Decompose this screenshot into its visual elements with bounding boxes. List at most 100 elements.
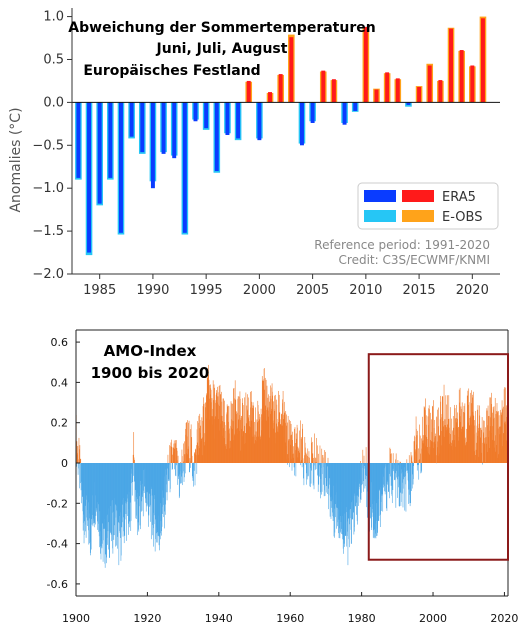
amo-bar	[180, 463, 181, 484]
amo-bar	[418, 448, 419, 463]
amo-bar	[175, 440, 176, 463]
amo-bar	[297, 427, 298, 463]
amo-bar	[138, 463, 140, 532]
amo-bar	[247, 394, 248, 463]
amo-bar	[505, 407, 507, 463]
amo-bar	[441, 417, 442, 463]
amo-bar	[498, 411, 499, 463]
amo-bar	[196, 445, 197, 463]
x-tick-label: 2000	[419, 612, 447, 625]
era5-bar-2010	[363, 26, 368, 103]
amo-bar	[305, 452, 307, 463]
amo-bar	[395, 463, 397, 508]
amo-bar	[169, 463, 170, 465]
amo-bar	[78, 463, 79, 469]
amo-bar	[316, 437, 317, 463]
amo-bar	[305, 463, 307, 485]
amo-bar	[494, 397, 496, 463]
era5-bar-2016	[427, 65, 432, 103]
amo-bar	[143, 463, 144, 491]
amo-bar	[486, 408, 488, 463]
legend: ERA5 E-OBS	[357, 182, 499, 230]
amo-bar	[359, 463, 361, 503]
amo-bar	[183, 461, 185, 463]
amo-bar	[77, 445, 79, 463]
y-tick-label: 0.0	[43, 95, 64, 110]
amo-bar	[191, 437, 193, 463]
amo-bar	[163, 463, 165, 518]
amo-bar	[408, 463, 410, 490]
amo-bar	[437, 441, 439, 463]
amo-bar	[471, 390, 473, 463]
amo-bar	[445, 395, 447, 463]
amo-bar	[318, 453, 319, 463]
amo-bar	[432, 406, 434, 463]
amo-bar	[167, 454, 169, 463]
amo-bar	[130, 463, 132, 521]
amo-bar	[171, 446, 173, 463]
amo-bar	[452, 416, 454, 463]
amo-bar	[389, 463, 391, 477]
amo-bar	[291, 463, 293, 471]
amo-bar	[180, 462, 182, 463]
era5-bar-2003	[289, 37, 294, 103]
amo-bar	[430, 412, 431, 463]
amo-bar	[438, 426, 439, 463]
amo-bar	[172, 454, 173, 463]
era5-bar-2018	[449, 28, 454, 103]
era5-bar-2009	[353, 102, 358, 111]
amo-bar	[303, 463, 304, 479]
amo-bar	[397, 460, 399, 463]
x-tick-label: 2020	[456, 283, 489, 298]
amo-bar	[308, 463, 309, 476]
amo-bar	[287, 463, 288, 465]
amo-bar	[385, 463, 386, 492]
amo-bar	[278, 394, 280, 463]
amo-bar	[322, 463, 323, 475]
amo-bar	[189, 458, 191, 463]
amo-bar	[447, 418, 449, 463]
legend-swatch-eobs-pos	[402, 210, 434, 222]
amo-bar	[274, 411, 276, 463]
era5-bar-2001	[268, 92, 273, 103]
amo-bar	[288, 439, 290, 463]
amo-bar	[243, 405, 245, 463]
amo-bar	[177, 463, 179, 485]
amo-bar	[411, 463, 413, 489]
amo-bar	[174, 463, 175, 470]
temperature-axes: 1.0 0.5 0.0 −0.5 −1.0 −1.5 −2.0 1985 1990 1995 200…	[32, 8, 500, 298]
amo-bar	[313, 463, 315, 490]
era5-bar-1983	[76, 102, 81, 178]
amo-bar	[300, 420, 301, 463]
amo-bar	[418, 463, 420, 480]
amo-bar	[193, 463, 195, 471]
title-line: 1900 bis 2020	[91, 364, 210, 382]
amo-bar	[291, 434, 293, 463]
amo-bar	[318, 463, 320, 485]
amo-bar	[400, 462, 401, 463]
amo-bar	[391, 453, 392, 463]
amo-bar	[306, 454, 307, 463]
amo-bar	[323, 463, 324, 485]
amo-bar	[113, 463, 115, 540]
amo-bar	[491, 392, 492, 463]
amo-bar	[324, 450, 326, 463]
era5-bar-2011	[374, 89, 379, 103]
amo-bar	[290, 423, 292, 463]
amo-bar	[405, 463, 407, 471]
amo-bar	[389, 447, 391, 463]
amo-bar	[184, 463, 186, 474]
amo-bar	[141, 463, 143, 511]
amo-bar	[351, 463, 352, 544]
amo-bar	[435, 455, 437, 463]
amo-bar	[406, 459, 408, 463]
amo-bar	[188, 422, 189, 463]
amo-bar	[174, 443, 176, 463]
amo-bar	[386, 463, 388, 511]
amo-bar	[183, 443, 184, 463]
amo-bar	[311, 437, 312, 463]
y-tick-label: -0.4	[47, 538, 68, 551]
amo-bar	[232, 403, 234, 463]
amo-bar	[384, 463, 385, 487]
